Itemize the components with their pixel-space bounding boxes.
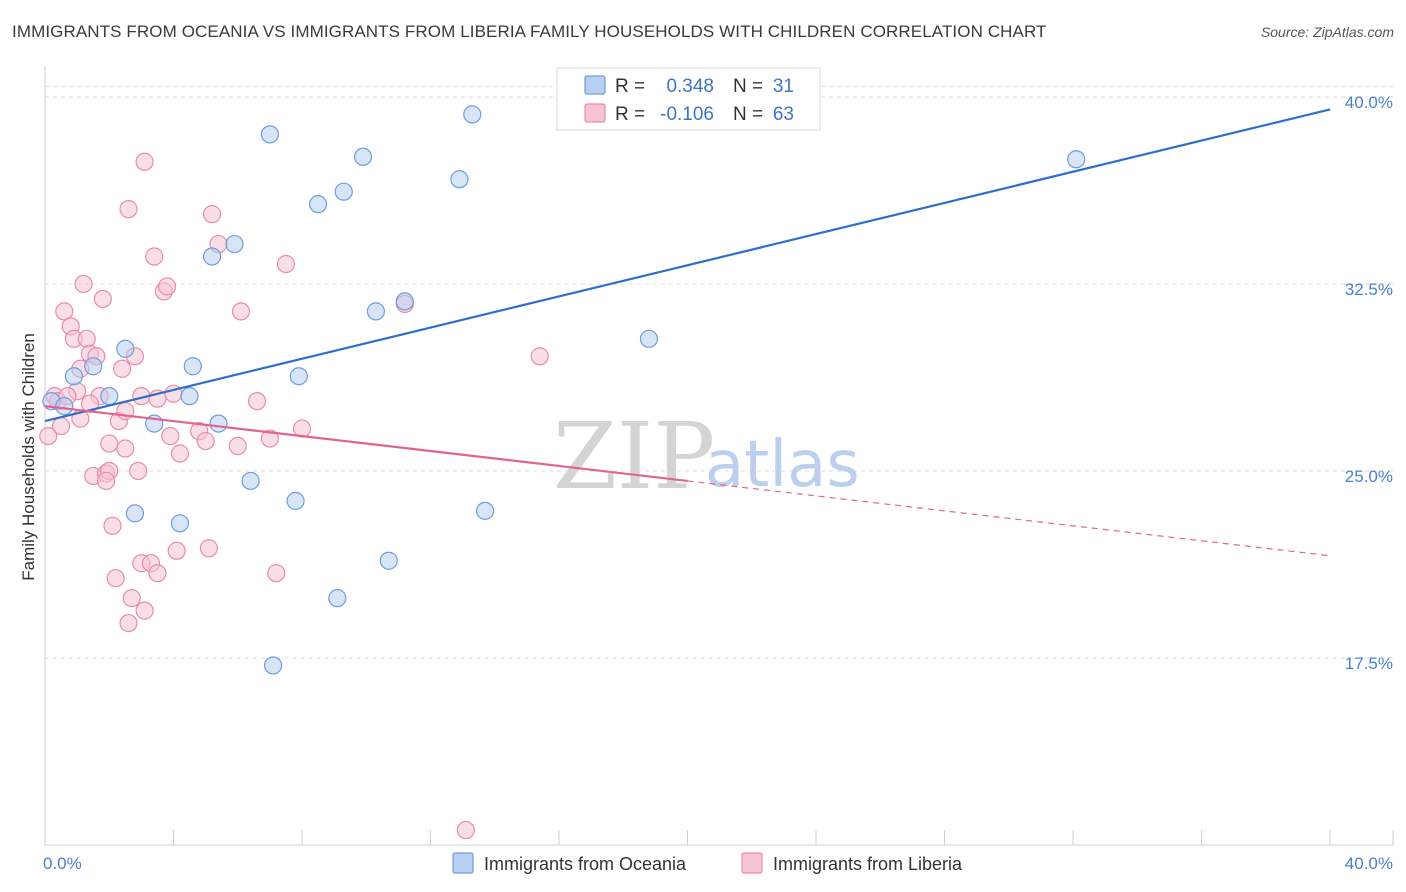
oceania-point <box>202 247 222 266</box>
oceania-point <box>100 387 119 406</box>
liberia-point <box>116 439 135 458</box>
oceania-point <box>289 367 308 386</box>
liberia-point <box>161 426 180 446</box>
oceania-point <box>170 514 190 533</box>
chart-title: IMMIGRANTS FROM OCEANIA VS IMMIGRANTS FR… <box>12 22 1047 41</box>
oceania-point <box>183 357 202 376</box>
liberia-point <box>96 471 116 491</box>
oceania-point <box>366 302 385 321</box>
oceania-point <box>125 504 145 523</box>
y-tick-label: 25.0% <box>1345 467 1393 486</box>
oceania-point <box>263 656 283 675</box>
oceania-point <box>116 339 135 358</box>
oceania-point <box>260 125 279 144</box>
liberia-point <box>196 431 215 451</box>
oceania-point <box>1067 150 1086 169</box>
oceania-point <box>308 195 328 214</box>
oceania-point <box>328 589 347 608</box>
x-tick-label: 0.0% <box>43 854 82 873</box>
oceania-point <box>476 501 495 520</box>
liberia-point <box>260 429 279 448</box>
oceania-trend-line <box>44 108 1331 423</box>
liberia-point <box>77 329 96 348</box>
y-axis-title: Family Households with Children <box>19 333 38 581</box>
oceania-point <box>639 329 659 348</box>
liberia-point <box>267 564 286 583</box>
liberia-point <box>106 569 125 588</box>
liberia-point <box>119 200 138 219</box>
series-swatch-liberia <box>741 852 763 874</box>
legend-r-label: R = <box>615 76 645 97</box>
oceania-point <box>55 397 74 416</box>
liberia-point <box>228 436 247 456</box>
liberia-point <box>145 247 164 266</box>
liberia-point <box>39 426 58 446</box>
series-label-liberia: Immigrants from Liberia <box>773 854 963 874</box>
liberia-point <box>247 392 267 411</box>
oceania-point <box>286 491 305 510</box>
data-points <box>39 105 1086 840</box>
oceania-point <box>379 551 398 570</box>
legend-swatch-oceania <box>584 75 606 95</box>
liberia-point <box>51 416 71 436</box>
watermark: ZIP atlas <box>553 403 860 510</box>
liberia-point <box>231 302 251 321</box>
liberia-point <box>276 254 296 274</box>
liberia-point <box>167 541 186 560</box>
liberia-point <box>135 601 154 620</box>
liberia-trend-line <box>44 405 688 483</box>
liberia-point <box>530 347 549 366</box>
liberia-point <box>129 461 148 481</box>
legend-n-label: N = <box>733 104 763 125</box>
liberia-point <box>119 613 138 633</box>
liberia-point <box>202 205 222 224</box>
y-tick-label: 17.5% <box>1345 654 1393 673</box>
oceania-point <box>395 292 414 311</box>
legend-swatch-liberia <box>584 103 606 123</box>
oceania-point <box>180 387 199 406</box>
source-credit: Source: ZipAtlas.com <box>1260 24 1394 40</box>
legend-n-label: N = <box>733 76 763 97</box>
liberia-point <box>170 444 190 463</box>
series-label-oceania: Immigrants from Oceania <box>484 854 687 874</box>
correlation-legend: R = 0.348 N = 31 R = -0.106 N = 63 <box>556 67 821 131</box>
trend-lines <box>44 108 1331 557</box>
x-tick-label: 40.0% <box>1345 854 1393 873</box>
liberia-point <box>148 564 167 583</box>
legend-r-value: -0.106 <box>660 104 714 125</box>
liberia-trend-extension <box>687 480 1331 557</box>
liberia-point <box>74 274 93 294</box>
liberia-point <box>103 516 122 535</box>
legend-r-value: 0.348 <box>666 76 714 97</box>
liberia-point <box>456 820 475 840</box>
liberia-point <box>122 589 141 608</box>
oceania-point <box>225 234 244 254</box>
series-legend: Immigrants from Oceania Immigrants from … <box>452 852 963 874</box>
watermark-zip: ZIP <box>553 403 715 510</box>
liberia-point <box>199 539 218 558</box>
y-tick-label: 40.0% <box>1345 93 1393 112</box>
liberia-point <box>93 289 112 309</box>
legend-n-value: 63 <box>773 104 794 125</box>
liberia-point <box>157 277 177 296</box>
watermark-atlas: atlas <box>705 428 860 502</box>
liberia-point <box>135 152 154 171</box>
oceania-point <box>463 105 482 124</box>
liberia-point <box>112 359 132 378</box>
oceania-point <box>209 414 228 433</box>
liberia-point <box>55 302 74 321</box>
oceania-point <box>334 182 353 201</box>
axes: 17.5% 25.0% 32.5% 40.0% 0.0% 40.0% <box>43 66 1394 873</box>
y-tick-label: 32.5% <box>1345 280 1393 299</box>
oceania-point <box>84 357 103 376</box>
oceania-point <box>241 471 260 491</box>
oceania-point <box>353 147 373 166</box>
liberia-point <box>100 434 119 453</box>
oceania-point <box>64 367 84 386</box>
oceania-point <box>450 170 469 189</box>
series-swatch-oceania <box>452 852 474 874</box>
legend-n-value: 31 <box>773 76 794 97</box>
legend-r-label: R = <box>615 104 645 125</box>
